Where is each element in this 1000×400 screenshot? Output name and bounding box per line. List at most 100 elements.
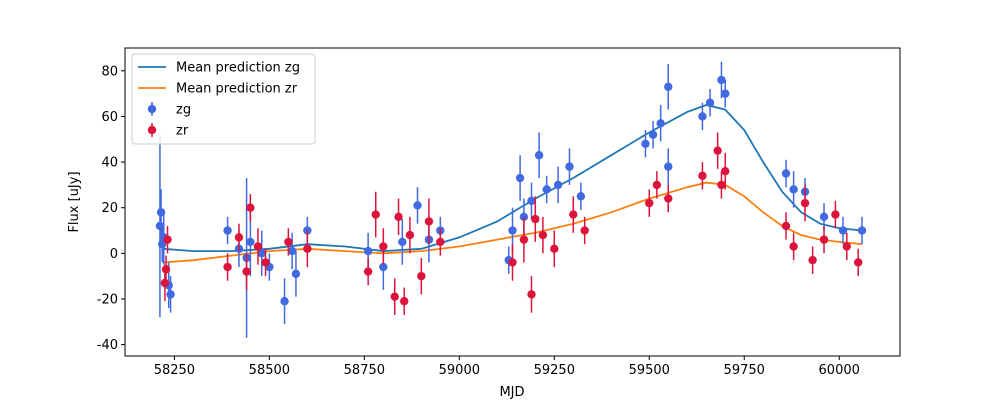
x-tick-label: 60000 [819,363,860,378]
data-point [565,162,574,171]
data-point [394,212,403,222]
x-tick-label: 58500 [249,363,290,378]
data-point [808,255,817,265]
data-point [400,297,409,306]
data-point [223,262,232,272]
data-point [303,244,312,253]
data-point [508,258,517,267]
data-point [284,237,293,247]
data-point [531,214,540,224]
data-point [223,226,232,235]
data-point [698,171,707,180]
data-point [234,233,244,242]
y-tick-label: -40 [97,338,118,353]
data-point [781,169,791,178]
data-point [721,89,730,98]
data-point [538,230,548,240]
data-point [246,237,255,247]
data-point [246,203,255,212]
data-point [163,235,172,244]
data-point [261,258,270,267]
data-point [781,221,791,231]
x-axis: 58250 58500 58750 59000 59250 59500 59750 60000 [154,356,860,378]
data-point [664,194,673,203]
data-point [527,196,536,206]
legend-label: Mean prediction zg [176,61,300,76]
data-point [379,242,388,251]
y-tick-label: -20 [97,292,118,307]
data-point [652,180,662,190]
data-point [648,130,658,139]
y-tick-label: 20 [101,201,118,216]
data-point [161,265,171,274]
data-point [527,290,536,299]
data-point [705,98,715,107]
x-tick-label: 59000 [439,363,480,378]
data-point [645,198,654,208]
series-line-mean-prediction-zg [162,104,863,253]
data-point [857,226,867,235]
data-point [641,139,650,149]
data-point [698,112,707,121]
data-point [413,201,422,210]
data-point [838,226,848,235]
data-point [160,278,170,288]
data-point [257,249,266,258]
x-tick-label: 58750 [344,363,385,378]
data-point [800,198,810,208]
data-point [291,269,301,279]
y-tick-label: 0 [110,247,118,262]
y-tick-label: 80 [101,64,118,79]
series-points-zg [155,61,867,338]
series-layer [155,61,867,338]
data-point [280,297,289,306]
data-point [363,246,373,256]
data-point [664,162,673,171]
data-point [436,237,445,247]
data-point [854,258,863,267]
data-point [553,180,563,190]
data-point [842,242,852,251]
x-tick-label: 59750 [724,363,765,378]
data-point [253,242,263,251]
legend-box [131,53,316,145]
data-point [717,180,726,190]
data-point [550,244,559,253]
legend-marker-swatch [147,125,157,135]
legend-marker-swatch [147,104,157,114]
data-point [379,262,388,272]
data-point [534,151,544,160]
legend-label: Mean prediction zr [176,82,298,97]
data-point [398,237,407,247]
data-point [405,230,415,240]
x-axis-label: MJD [499,385,524,400]
data-point [789,242,798,251]
data-point [417,271,426,281]
y-tick-label: 60 [101,110,118,125]
data-point [508,226,517,235]
x-tick-label: 58250 [154,363,195,378]
data-point [819,212,829,222]
data-point [717,75,726,85]
data-point [819,235,829,244]
legend-label: zg [176,103,191,118]
data-point [242,267,251,276]
legend: Mean prediction zg Mean prediction zr zg zr [131,53,316,145]
data-point [576,192,586,201]
data-point [713,146,722,155]
data-point [287,246,297,256]
y-axis-label: Flux [uJy] [67,171,82,232]
y-tick-label: 40 [101,156,118,171]
plot-frame [124,47,901,357]
x-tick-label: 59250 [534,363,575,378]
data-point [515,173,525,183]
data-point [390,292,399,301]
data-point [569,210,578,219]
data-point [789,185,798,194]
data-point [580,226,589,235]
series-points-zr [160,132,863,315]
data-point [371,210,380,219]
legend-label: zr [176,124,189,139]
data-point [656,119,665,128]
